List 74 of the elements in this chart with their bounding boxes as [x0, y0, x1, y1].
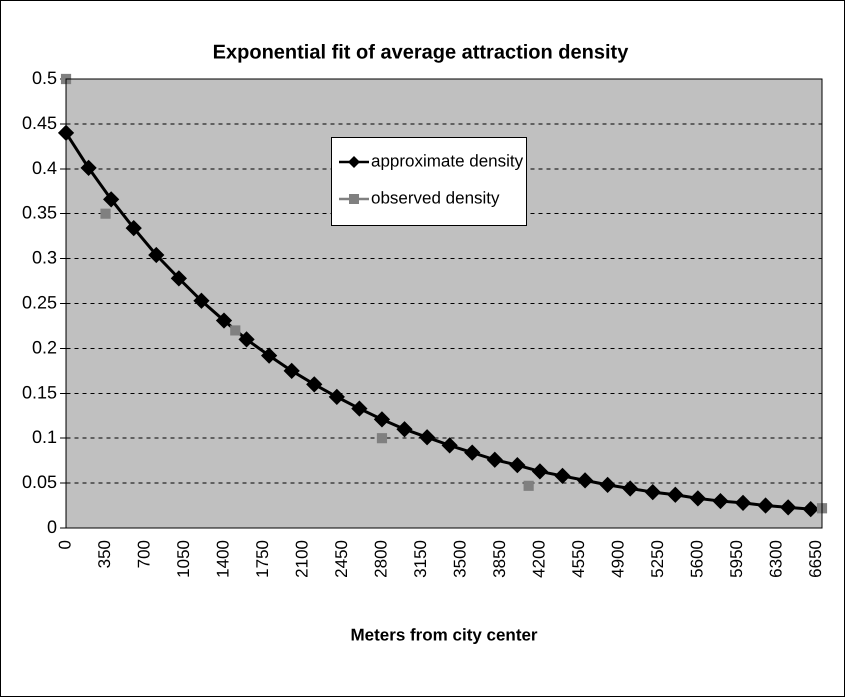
y-tick-label: 0.25 [22, 292, 58, 312]
point [262, 348, 277, 364]
x-tick-label: 350 [95, 540, 114, 568]
point [758, 498, 774, 514]
point [420, 430, 435, 445]
point [104, 192, 119, 207]
point [736, 495, 751, 510]
point [376, 433, 388, 444]
x-tick-label: 3500 [450, 540, 470, 578]
x-tick-label: 4550 [569, 540, 588, 578]
x-tick-label: 2450 [332, 540, 352, 578]
point [690, 490, 706, 506]
point [816, 503, 828, 514]
y-tick-label: 0.15 [22, 382, 58, 402]
point [487, 452, 502, 468]
point [148, 248, 164, 263]
point [126, 220, 142, 236]
x-tick-label: 6650 [806, 540, 826, 578]
legend-label: approximate density [371, 152, 524, 171]
point [352, 401, 367, 416]
point [712, 494, 728, 509]
point [645, 484, 660, 500]
point [81, 160, 96, 176]
x-tick-label: 2800 [372, 540, 391, 578]
point [216, 313, 232, 328]
point [668, 487, 683, 502]
x-tick-label: 3850 [490, 540, 510, 578]
point [600, 477, 616, 492]
point [622, 480, 638, 496]
x-tick-label: 6300 [766, 540, 786, 578]
point [554, 468, 570, 484]
x-tick-label: 5600 [688, 540, 707, 578]
x-tick-label: 1050 [174, 540, 194, 578]
point [58, 125, 74, 140]
y-tick-label: 0.35 [22, 202, 58, 223]
y-tick-label: 0.5 [32, 68, 58, 88]
point [397, 422, 412, 437]
point [442, 438, 458, 453]
x-tick-label: 1750 [253, 540, 272, 578]
point [532, 464, 548, 479]
x-tick-label: 0 [56, 540, 75, 550]
point [194, 293, 209, 308]
point [171, 270, 186, 286]
y-tick-label: 0.1 [32, 427, 58, 448]
x-tick-label: 2100 [292, 540, 312, 578]
point [374, 412, 390, 427]
point [780, 500, 796, 515]
point [329, 389, 344, 404]
point [464, 445, 480, 460]
x-tick-label: 700 [134, 540, 154, 568]
point [230, 325, 240, 336]
legend-label: observed density [371, 188, 500, 208]
y-tick-label: 0.45 [22, 112, 58, 133]
x-tick-label: 3150 [411, 540, 430, 578]
y-tick-label: 0.05 [22, 472, 58, 492]
x-tick-label: 4200 [530, 540, 549, 578]
point [524, 480, 534, 491]
y-tick-label: 0.3 [32, 248, 58, 268]
chart-title: Exponential fit of average attraction density [212, 42, 630, 64]
point [578, 472, 593, 488]
point [306, 376, 322, 392]
point [284, 363, 300, 378]
x-tick-label: 5950 [727, 540, 746, 578]
point [100, 208, 111, 219]
x-tick-label: 5250 [648, 540, 668, 578]
x-tick-label: 1400 [214, 540, 233, 578]
point [803, 502, 818, 517]
point [510, 458, 525, 473]
y-tick-label: 0.2 [32, 337, 58, 358]
x-axis-title: Meters from city center [350, 626, 538, 645]
x-tick-label: 4900 [608, 540, 628, 578]
y-tick-label: 0 [47, 516, 58, 537]
point [239, 332, 254, 347]
y-tick-label: 0.4 [32, 158, 58, 178]
